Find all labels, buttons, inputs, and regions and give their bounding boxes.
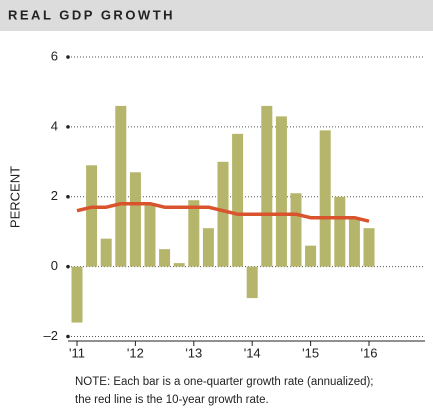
bar: [319, 130, 331, 267]
bar: [129, 172, 141, 267]
y-tick: [66, 125, 70, 129]
bar: [305, 245, 317, 267]
bar: [232, 133, 244, 267]
y-tick-label: 4: [51, 118, 58, 133]
y-tick-label: –2: [44, 328, 58, 343]
note: NOTE: Each bar is a one-quarter growth r…: [75, 376, 374, 388]
bar: [217, 161, 229, 267]
chart-title: REAL GDP GROWTH: [8, 7, 175, 22]
x-tick-label: '15: [302, 345, 319, 360]
y-tick: [66, 55, 70, 59]
y-tick: [66, 334, 70, 339]
bar: [100, 238, 112, 267]
x-tick-label: '16: [361, 345, 378, 360]
header-band: [0, 0, 433, 31]
bar: [115, 105, 127, 267]
bar: [202, 228, 214, 267]
bar: [348, 217, 360, 267]
y-tick: [66, 194, 70, 199]
bar: [290, 193, 302, 267]
bar: [275, 116, 287, 267]
bar: [334, 196, 346, 267]
bar: [173, 263, 185, 267]
bar: [188, 200, 200, 267]
bar: [246, 266, 258, 299]
x-tick-label: '11: [69, 345, 85, 360]
y-tick: [66, 264, 70, 269]
bar: [144, 203, 156, 267]
x-tick-label: '13: [185, 345, 202, 360]
bar: [159, 249, 171, 267]
bar: [363, 228, 375, 267]
x-tick-label: '12: [127, 345, 144, 360]
y-tick-label: 2: [51, 188, 58, 203]
trend-line: [76, 201, 370, 223]
y-axis-label: PERCENT: [7, 166, 22, 228]
note: the red line is the 10-year growth rate.: [75, 394, 269, 406]
bar: [71, 266, 83, 323]
y-tick-label: 6: [51, 48, 58, 63]
y-tick-label: 0: [51, 258, 58, 273]
bar: [261, 105, 273, 267]
x-tick-label: '14: [244, 345, 261, 360]
bar: [86, 165, 98, 267]
